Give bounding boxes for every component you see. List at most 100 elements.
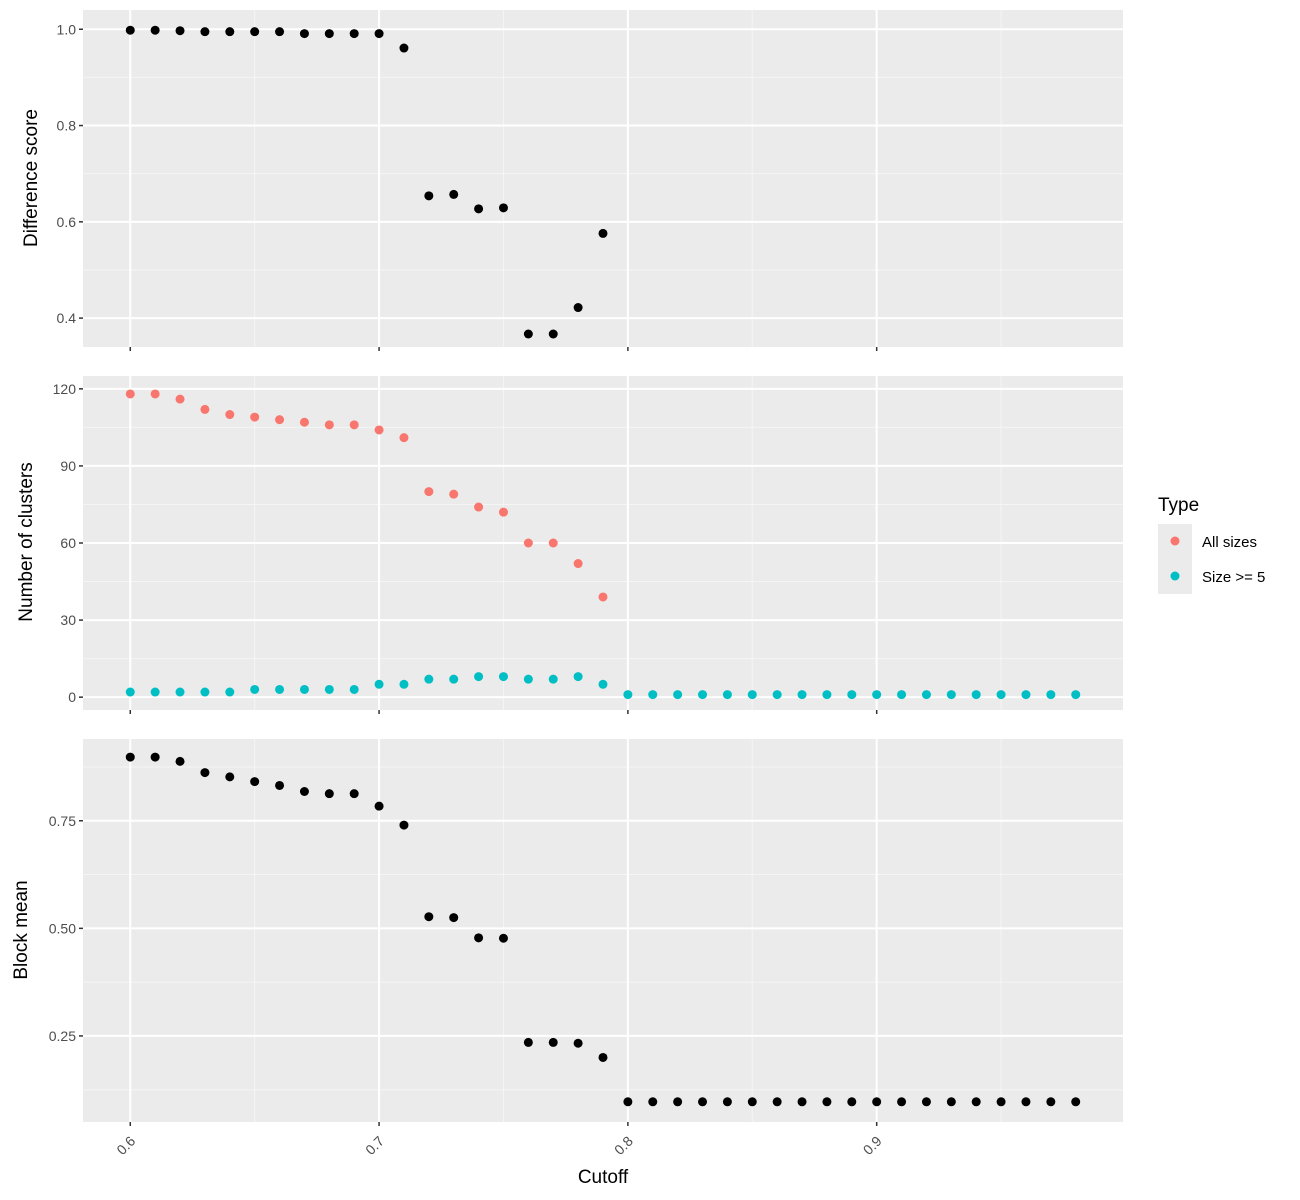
number-of-clusters-y-tick-label: 60	[60, 535, 76, 551]
number-of-clusters-point-size-5	[698, 690, 708, 700]
number-of-clusters-y-tick-label: 120	[53, 381, 77, 397]
number-of-clusters-point-size-5	[1021, 690, 1031, 700]
block-mean-point-series	[946, 1097, 956, 1107]
difference-score-point-series	[225, 27, 235, 37]
number-of-clusters-point-size-5	[523, 674, 533, 684]
number-of-clusters-point-size-5	[1046, 690, 1056, 700]
block-mean-point-series	[747, 1097, 757, 1107]
block-mean-point-series	[349, 789, 359, 799]
block-mean-point-series	[474, 933, 484, 943]
difference-score-y-tick-label: 0.6	[57, 214, 77, 230]
number-of-clusters-point-size-5	[1071, 690, 1081, 700]
number-of-clusters-point-size-5	[275, 684, 285, 694]
block-mean-point-series	[374, 801, 384, 811]
number-of-clusters-point-size-5	[822, 690, 832, 700]
difference-score-point-series	[125, 25, 135, 35]
difference-score-point-series	[474, 204, 484, 214]
block-mean-point-series	[772, 1097, 782, 1107]
legend-key-all-sizes	[1170, 536, 1180, 546]
number-of-clusters-point-all-sizes	[374, 425, 384, 435]
x-tick-label: 0.6	[113, 1133, 138, 1158]
number-of-clusters-point-size-5	[623, 690, 633, 700]
number-of-clusters-point-all-sizes	[474, 502, 484, 512]
block-mean-point-series	[225, 772, 235, 782]
number-of-clusters-y-tick-label: 30	[60, 612, 76, 628]
number-of-clusters-point-size-5	[573, 672, 583, 682]
difference-score-point-series	[548, 329, 558, 339]
number-of-clusters-point-size-5	[250, 684, 260, 694]
y-axis-title-number-of-clusters: Number of clusters	[16, 462, 37, 621]
number-of-clusters-point-all-sizes	[598, 592, 608, 602]
number-of-clusters-point-size-5	[200, 687, 210, 697]
number-of-clusters-point-all-sizes	[399, 433, 409, 443]
difference-score-point-series	[349, 29, 359, 39]
difference-score-point-series	[523, 329, 533, 339]
block-mean-point-series	[175, 756, 185, 766]
number-of-clusters-point-size-5	[349, 684, 359, 694]
number-of-clusters-point-size-5	[474, 672, 484, 682]
difference-score-point-series	[250, 27, 260, 37]
block-mean-point-series	[598, 1052, 608, 1062]
block-mean-point-series	[971, 1097, 981, 1107]
number-of-clusters-point-size-5	[598, 679, 608, 689]
x-axis-title: Cutoff	[578, 1167, 629, 1188]
difference-score-point-series	[449, 189, 459, 199]
panel-difference-score: 0.4 0.6 0.8 1.0	[57, 10, 1123, 351]
number-of-clusters-point-all-sizes	[275, 415, 285, 425]
difference-score-point-series	[399, 43, 409, 53]
legend-title: Type	[1158, 495, 1199, 516]
number-of-clusters-point-all-sizes	[299, 417, 309, 427]
difference-score-point-series	[374, 29, 384, 39]
block-mean-point-series	[449, 913, 459, 923]
number-of-clusters-point-size-5	[996, 690, 1006, 700]
x-tick-label: 0.8	[611, 1133, 636, 1158]
number-of-clusters-point-all-sizes	[349, 420, 359, 430]
block-mean-point-series	[921, 1097, 931, 1107]
y-axis-title-difference-score: Difference score	[21, 109, 42, 247]
number-of-clusters-point-size-5	[449, 674, 459, 684]
block-mean-point-series	[125, 752, 135, 762]
number-of-clusters-point-size-5	[946, 690, 956, 700]
block-mean-point-series	[1021, 1097, 1031, 1107]
difference-score-y-tick-label: 1.0	[57, 21, 77, 37]
number-of-clusters-point-size-5	[747, 690, 757, 700]
block-mean-point-series	[548, 1037, 558, 1047]
number-of-clusters-point-all-sizes	[225, 410, 235, 420]
difference-score-panel-background	[83, 10, 1123, 347]
number-of-clusters-point-size-5	[175, 687, 185, 697]
block-mean-point-series	[498, 933, 508, 943]
number-of-clusters-point-all-sizes	[175, 394, 185, 404]
block-mean-point-series	[200, 768, 210, 778]
difference-score-y-tick-label: 0.4	[57, 310, 77, 326]
difference-score-point-series	[573, 303, 583, 313]
number-of-clusters-point-size-5	[225, 687, 235, 697]
block-mean-point-series	[324, 789, 334, 799]
block-mean-point-series	[897, 1097, 907, 1107]
number-of-clusters-point-all-sizes	[150, 389, 160, 399]
panel-number-of-clusters: 0 30 60 90 120	[53, 376, 1123, 714]
number-of-clusters-point-size-5	[125, 687, 135, 697]
number-of-clusters-point-all-sizes	[449, 489, 459, 499]
number-of-clusters-y-tick-label: 90	[60, 458, 76, 474]
number-of-clusters-point-size-5	[374, 679, 384, 689]
block-mean-point-series	[523, 1037, 533, 1047]
number-of-clusters-point-size-5	[673, 690, 683, 700]
number-of-clusters-point-all-sizes	[125, 389, 135, 399]
number-of-clusters-point-size-5	[722, 690, 732, 700]
number-of-clusters-point-size-5	[921, 690, 931, 700]
number-of-clusters-point-size-5	[150, 687, 160, 697]
block-mean-point-series	[424, 912, 434, 922]
difference-score-point-series	[275, 27, 285, 37]
legend: Type All sizes Size >= 5	[1158, 495, 1265, 594]
block-mean-y-tick-label: 0.50	[49, 920, 76, 936]
difference-score-point-series	[175, 26, 185, 36]
block-mean-point-series	[150, 752, 160, 762]
number-of-clusters-point-size-5	[971, 690, 981, 700]
number-of-clusters-point-all-sizes	[498, 507, 508, 517]
legend-key-size-ge-5	[1170, 571, 1180, 581]
block-mean-point-series	[797, 1097, 807, 1107]
block-mean-point-series	[623, 1097, 633, 1107]
block-mean-panel-background	[83, 739, 1123, 1122]
x-tick-label: 0.9	[860, 1133, 885, 1158]
block-mean-point-series	[698, 1097, 708, 1107]
